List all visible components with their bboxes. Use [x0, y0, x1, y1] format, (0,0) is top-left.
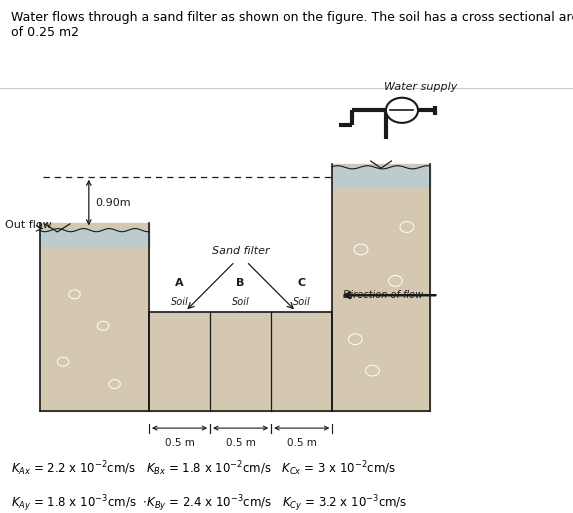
Text: B: B: [237, 278, 245, 288]
Bar: [40, 223, 149, 411]
Circle shape: [386, 97, 418, 123]
Text: C: C: [298, 278, 306, 288]
Text: Water supply: Water supply: [383, 83, 457, 92]
Text: $K_{Ay}$ = 1.8 x 10$^{-3}$cm/s  $\cdot K_{By}$ = 2.4 x 10$^{-3}$cm/s   $K_{Cy}$ : $K_{Ay}$ = 1.8 x 10$^{-3}$cm/s $\cdot K_…: [11, 493, 408, 513]
Text: Soil: Soil: [293, 297, 311, 307]
Bar: [149, 312, 332, 411]
Text: Water flows through a sand filter as shown on the figure. The soil has a cross s: Water flows through a sand filter as sho…: [11, 11, 573, 39]
Text: Soil: Soil: [171, 297, 189, 307]
Text: 0.90m: 0.90m: [96, 198, 131, 208]
Text: Sand filter: Sand filter: [212, 246, 269, 256]
Text: 0.5 m: 0.5 m: [164, 438, 194, 448]
Text: Out flow: Out flow: [5, 220, 52, 230]
Bar: [40, 229, 149, 247]
Text: Direction of flow: Direction of flow: [343, 290, 423, 300]
Text: 0.5 m: 0.5 m: [226, 438, 256, 448]
Bar: [332, 164, 430, 411]
Text: $K_{Ax}$ = 2.2 x 10$^{-2}$cm/s   $K_{Bx}$ = 1.8 x 10$^{-2}$cm/s   $K_{Cx}$ = 3 x: $K_{Ax}$ = 2.2 x 10$^{-2}$cm/s $K_{Bx}$ …: [11, 460, 397, 478]
Text: A: A: [175, 278, 184, 288]
Text: 0.5 m: 0.5 m: [287, 438, 317, 448]
Bar: [332, 166, 430, 187]
Text: Soil: Soil: [232, 297, 249, 307]
